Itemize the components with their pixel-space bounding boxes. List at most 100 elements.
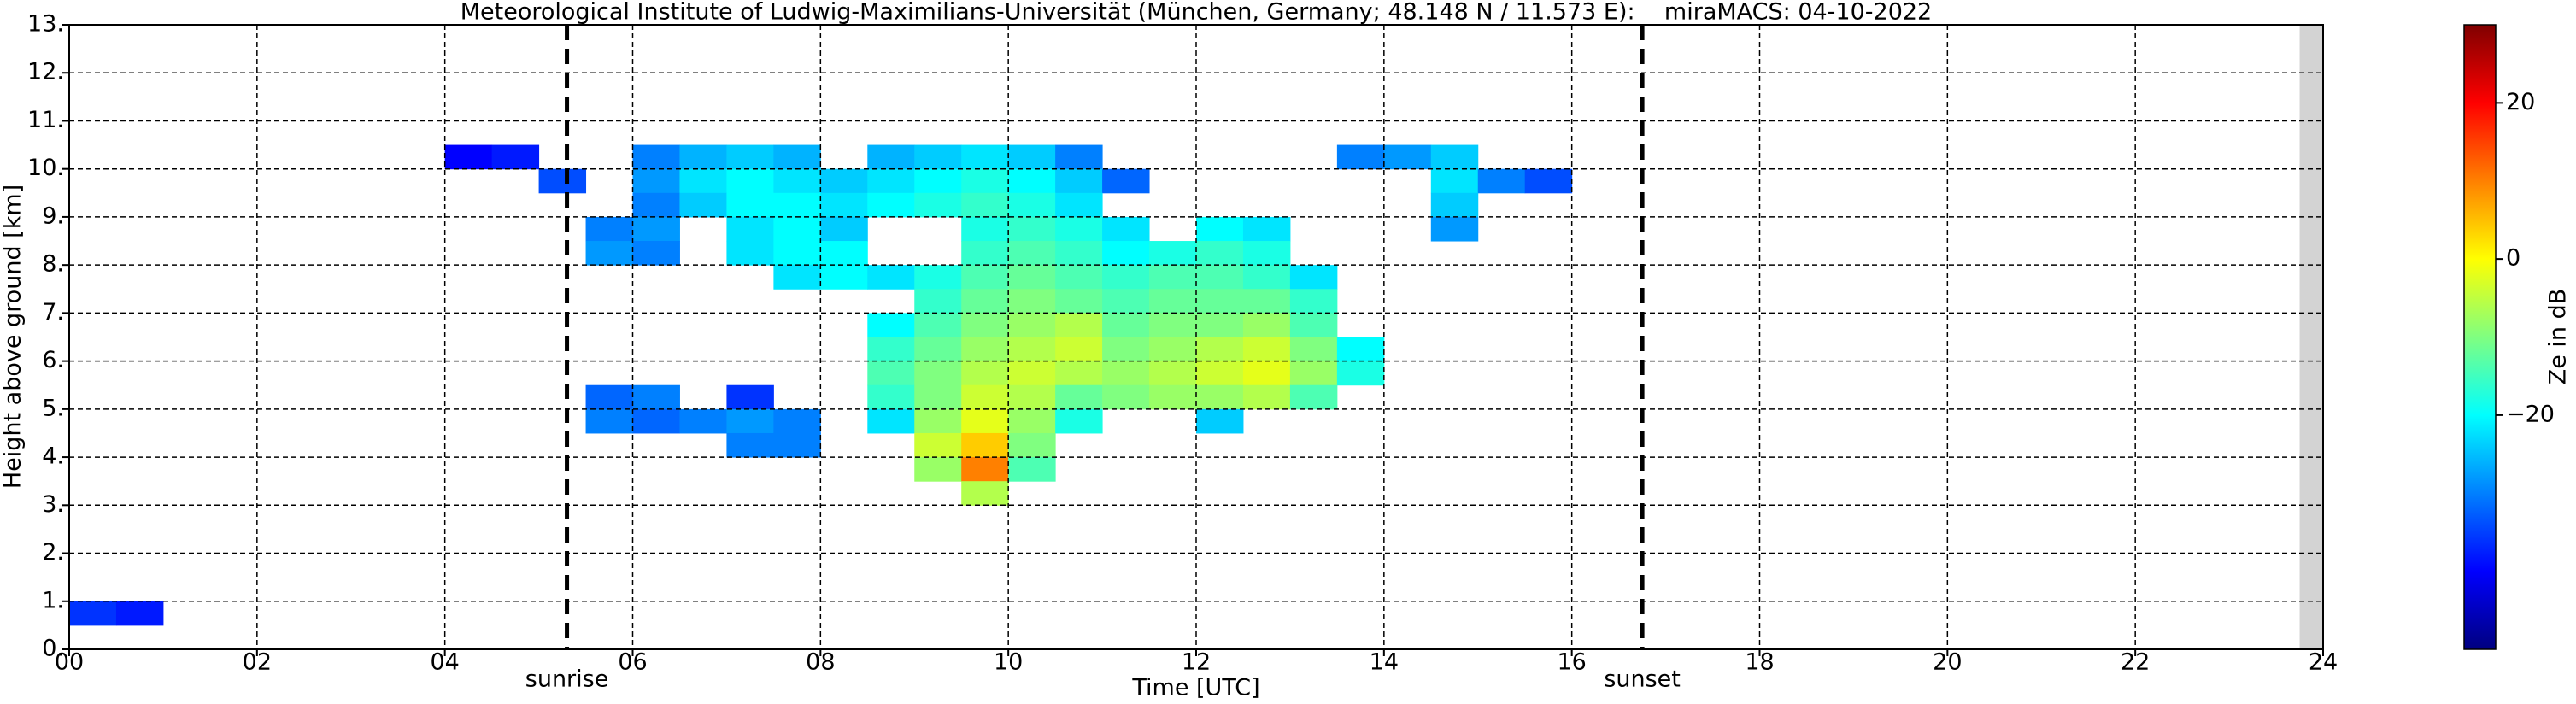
- reflectivity-cell: [1008, 289, 1056, 314]
- reflectivity-cell: [1196, 408, 1244, 434]
- y-tick-label: 6.: [42, 347, 64, 373]
- reflectivity-cell: [773, 432, 821, 458]
- reflectivity-cell: [1242, 216, 1291, 242]
- reflectivity-cell: [1242, 313, 1291, 337]
- y-tick-label: 10.: [27, 155, 64, 181]
- reflectivity-cell: [1336, 361, 1385, 386]
- x-tick-label: 08: [806, 649, 835, 676]
- reflectivity-cell: [961, 408, 1009, 434]
- y-tick-label: 5.: [42, 395, 64, 421]
- reflectivity-cell: [820, 192, 868, 218]
- x-tick-label: 22: [2121, 649, 2150, 676]
- reflectivity-cell: [914, 457, 962, 482]
- reflectivity-cell: [1289, 289, 1338, 314]
- reflectivity-cell: [1196, 337, 1244, 362]
- x-axis-label: Time [UTC]: [1131, 675, 1259, 701]
- reflectivity-cell: [914, 384, 962, 410]
- reflectivity-cell: [867, 408, 915, 434]
- reflectivity-cell: [1196, 241, 1244, 266]
- reflectivity-cell: [1055, 337, 1103, 362]
- reflectivity-cell: [679, 144, 727, 170]
- reflectivity-cell: [632, 192, 680, 218]
- reflectivity-cell: [1383, 144, 1432, 170]
- plot-frame: [68, 24, 2324, 650]
- reflectivity-cell: [1055, 384, 1103, 410]
- reflectivity-cell: [632, 384, 680, 410]
- reflectivity-cell: [961, 216, 1009, 242]
- annotation-label: sunrise: [525, 666, 609, 693]
- x-tick-label: 12: [1182, 649, 1211, 676]
- y-tick-label: 1.: [42, 587, 64, 613]
- reflectivity-cell: [1008, 337, 1056, 362]
- reflectivity-cell: [914, 168, 962, 194]
- reflectivity-cell: [444, 144, 493, 170]
- reflectivity-cell: [773, 265, 821, 290]
- reflectivity-cell: [491, 144, 540, 170]
- reflectivity-cell: [820, 168, 868, 194]
- y-tick-label: 12.: [27, 59, 64, 85]
- reflectivity-cell: [820, 265, 868, 290]
- reflectivity-cell: [1196, 216, 1244, 242]
- reflectivity-cell: [1430, 144, 1479, 170]
- reflectivity-cell: [1149, 337, 1197, 362]
- reflectivity-cell: [632, 216, 680, 242]
- reflectivity-cell: [1102, 337, 1150, 362]
- colorbar-label: Ze in dB: [2545, 289, 2572, 385]
- reflectivity-cell: [632, 408, 680, 434]
- reflectivity-cell: [961, 241, 1009, 266]
- reflectivity-cell: [1008, 408, 1056, 434]
- reflectivity-cell: [773, 408, 821, 434]
- reflectivity-cell: [961, 361, 1009, 386]
- reflectivity-cell: [1289, 361, 1338, 386]
- reflectivity-cell: [632, 241, 680, 266]
- y-tick-label: 13.: [27, 11, 64, 38]
- y-tick-label: 11.: [27, 107, 64, 133]
- reflectivity-cell: [773, 192, 821, 218]
- reflectivity-cell: [1242, 384, 1291, 410]
- reflectivity-cell: [1055, 361, 1103, 386]
- reflectivity-cell: [1055, 241, 1103, 266]
- y-tick-label: 7.: [42, 299, 64, 326]
- colorbar-tick-label: −20: [2506, 401, 2555, 427]
- reflectivity-cell: [1149, 289, 1197, 314]
- reflectivity-cell: [1102, 168, 1150, 194]
- reflectivity-cell: [1055, 168, 1103, 194]
- reflectivity-cell: [1336, 337, 1385, 362]
- reflectivity-cell: [1336, 144, 1385, 170]
- reflectivity-cell: [1008, 457, 1056, 482]
- reflectivity-cell: [1149, 313, 1197, 337]
- reflectivity-cell: [961, 168, 1009, 194]
- reflectivity-cell: [1008, 144, 1056, 170]
- reflectivity-cell: [1008, 192, 1056, 218]
- reflectivity-cell: [1055, 192, 1103, 218]
- reflectivity-cell: [914, 265, 962, 290]
- x-tick-label: 00: [55, 649, 84, 676]
- reflectivity-cell: [679, 168, 727, 194]
- reflectivity-cell: [1055, 216, 1103, 242]
- reflectivity-cell: [1242, 361, 1291, 386]
- reflectivity-cell: [726, 192, 774, 218]
- reflectivity-cell: [1430, 216, 1479, 242]
- y-tick-label: 4.: [42, 443, 64, 470]
- x-tick-label: 06: [618, 649, 647, 676]
- reflectivity-cell: [69, 601, 117, 626]
- reflectivity-cell: [726, 216, 774, 242]
- reflectivity-cell: [1242, 337, 1291, 362]
- colorbar-tick-label: 20: [2506, 89, 2535, 115]
- reflectivity-cell: [961, 289, 1009, 314]
- x-tick-label: 16: [1557, 649, 1586, 676]
- colorbar-tick-label: 0: [2506, 245, 2520, 272]
- reflectivity-cell: [867, 265, 915, 290]
- reflectivity-cell: [632, 168, 680, 194]
- reflectivity-cell: [1196, 384, 1244, 410]
- reflectivity-cell: [1242, 265, 1291, 290]
- reflectivity-cell: [914, 361, 962, 386]
- reflectivity-cell: [867, 313, 915, 337]
- reflectivity-cell: [1102, 241, 1150, 266]
- reflectivity-cell: [679, 192, 727, 218]
- reflectivity-cell: [1008, 241, 1056, 266]
- reflectivity-cell: [1008, 216, 1056, 242]
- reflectivity-cell: [1149, 241, 1197, 266]
- reflectivity-cell: [1149, 384, 1197, 410]
